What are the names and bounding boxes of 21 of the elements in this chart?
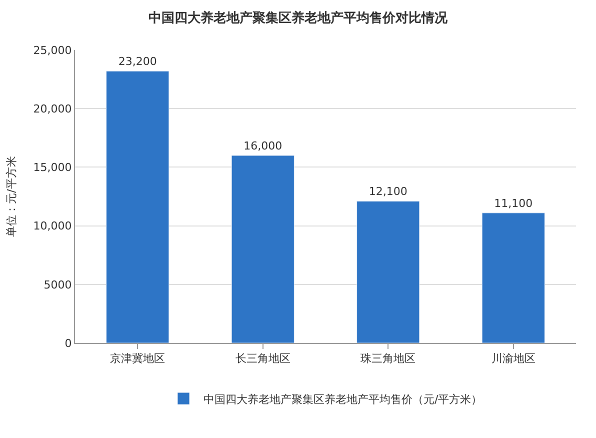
y-axis-title: 单位：元/平方米 — [4, 156, 18, 237]
y-tick-label: 0 — [64, 336, 72, 350]
y-tick-label: 25,000 — [33, 44, 72, 57]
chart-title: 中国四大养老地产聚集区养老地产平均售价对比情况 — [148, 10, 448, 26]
x-tick-label: 珠三角地区 — [360, 352, 416, 366]
data-label: 11,100 — [494, 196, 533, 210]
x-tick-label: 长三角地区 — [235, 352, 290, 366]
bar — [231, 155, 294, 343]
bar — [356, 200, 420, 343]
x-tick-label: 川渝地区 — [491, 352, 536, 366]
data-label: 12,100 — [368, 185, 408, 198]
y-tick-label: 10,000 — [33, 220, 72, 233]
y-tick-label: 15,000 — [33, 161, 72, 174]
data-label: 23,200 — [118, 55, 157, 68]
y-tick-label: 5000 — [44, 278, 72, 292]
data-label: 16,000 — [244, 139, 282, 152]
x-tick-label: 京津冀地区 — [110, 352, 166, 366]
legend-label: 中国四大养老地产聚集区养老地产平均售价（元/平方米） — [204, 392, 482, 406]
y-tick-label: 20,000 — [33, 102, 72, 116]
bar — [106, 70, 170, 343]
bar — [482, 212, 545, 343]
